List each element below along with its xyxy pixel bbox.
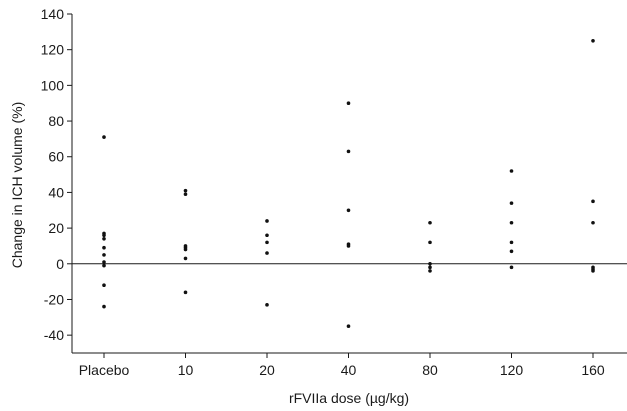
data-point: [265, 233, 269, 238]
data-point: [102, 304, 106, 309]
y-axis-title: Change in ICH volume (%): [9, 102, 25, 269]
y-tick-label: -20: [44, 291, 64, 307]
data-point: [346, 101, 351, 106]
data-point: [591, 220, 595, 225]
data-point: [509, 201, 514, 205]
x-tick-label: 40: [341, 362, 357, 378]
data-point: [591, 269, 595, 273]
x-tick-label: 120: [500, 362, 524, 378]
y-tick-label: 0: [56, 256, 64, 272]
data-point: [102, 260, 106, 264]
data-point: [102, 233, 106, 238]
y-tick-label: 40: [48, 184, 64, 200]
data-point: [428, 220, 432, 225]
data-point: [591, 38, 595, 43]
data-point: [346, 244, 351, 248]
y-tick-label: 20: [48, 220, 64, 236]
data-point: [509, 169, 514, 173]
y-tick-label: -40: [44, 327, 64, 343]
x-tick-label: Placebo: [79, 362, 130, 378]
y-tick-label: 80: [48, 113, 64, 129]
data-point: [183, 188, 188, 193]
x-tick-label: 160: [581, 362, 605, 378]
data-point: [509, 220, 514, 225]
y-tick-label: 100: [41, 77, 65, 93]
y-tick-label: 60: [48, 149, 64, 165]
data-points: [102, 38, 595, 329]
data-point: [591, 199, 595, 204]
data-point: [509, 249, 514, 254]
data-point: [102, 263, 106, 268]
data-point: [265, 240, 269, 245]
x-axis-ticks: Placebo 10 20 40 80 120 160: [79, 353, 605, 378]
data-point: [428, 240, 432, 245]
data-point: [102, 283, 106, 288]
data-point: [509, 240, 514, 245]
data-point: [183, 256, 188, 261]
x-tick-label: 80: [422, 362, 438, 378]
x-tick-label: 20: [259, 362, 275, 378]
data-point: [428, 261, 432, 266]
data-point: [509, 265, 514, 270]
data-point: [346, 149, 351, 154]
data-point: [265, 219, 269, 223]
data-point: [428, 265, 432, 270]
data-point: [102, 245, 106, 250]
data-point: [183, 192, 188, 197]
data-point: [265, 251, 269, 255]
y-tick-label: 140: [41, 6, 65, 22]
y-tick-label: 120: [41, 42, 65, 58]
y-axis-ticks: -40 -20 0 20 40 60 80 100 120 140: [41, 6, 72, 343]
data-point: [428, 269, 432, 273]
data-point: [346, 208, 351, 213]
data-point: [346, 324, 351, 329]
data-point: [183, 247, 188, 252]
data-point: [102, 237, 106, 241]
x-tick-label: 10: [178, 362, 194, 378]
data-point: [102, 253, 106, 257]
data-point: [265, 303, 269, 307]
x-axis-title: rFVIIa dose (µg/kg): [289, 390, 409, 406]
data-point: [102, 135, 106, 139]
data-point: [183, 290, 188, 295]
